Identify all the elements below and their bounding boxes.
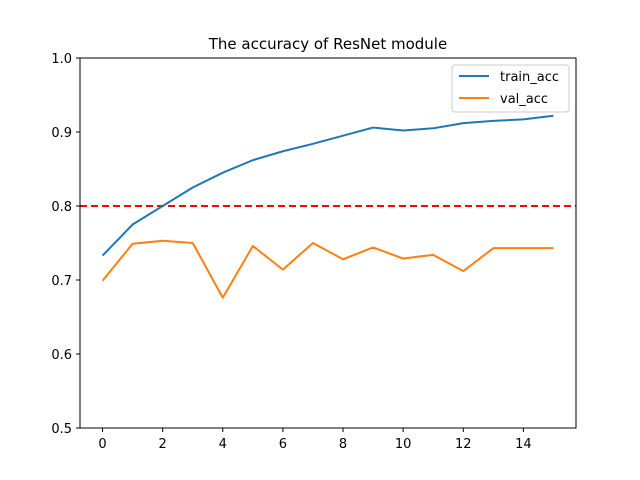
x-tick-label: 14 bbox=[515, 437, 532, 452]
axes-layer: 0 2 4 6 8 10 12 14 0.5 0.6 0.7 0.8 0.9 1.0 bbox=[51, 52, 531, 452]
legend-label-val_acc: val_acc bbox=[500, 92, 548, 107]
series-line-val_acc bbox=[101, 239, 554, 299]
plot-frame bbox=[79, 57, 577, 429]
y-tick-label: 0.9 bbox=[51, 126, 72, 141]
x-tick-label: 2 bbox=[159, 437, 167, 452]
y-tick-label: 0.6 bbox=[51, 348, 72, 363]
legend: train_acc val_acc bbox=[451, 64, 570, 113]
x-tick-label: 0 bbox=[98, 437, 106, 452]
y-tick-label: 0.8 bbox=[51, 200, 72, 215]
x-tick-label: 6 bbox=[279, 437, 287, 452]
x-tick-label: 4 bbox=[219, 437, 227, 452]
x-tick-label: 12 bbox=[455, 437, 472, 452]
series-line-train_acc bbox=[101, 114, 554, 257]
x-tick-label: 10 bbox=[395, 437, 412, 452]
y-tick-label: 0.5 bbox=[51, 422, 72, 437]
legend-label-train_acc: train_acc bbox=[500, 70, 559, 85]
x-tick-label: 8 bbox=[339, 437, 347, 452]
plot-layer bbox=[80, 114, 576, 299]
chart-title: The accuracy of ResNet module bbox=[208, 35, 447, 53]
y-tick-label: 1.0 bbox=[51, 52, 72, 67]
y-tick-label: 0.7 bbox=[51, 274, 72, 289]
